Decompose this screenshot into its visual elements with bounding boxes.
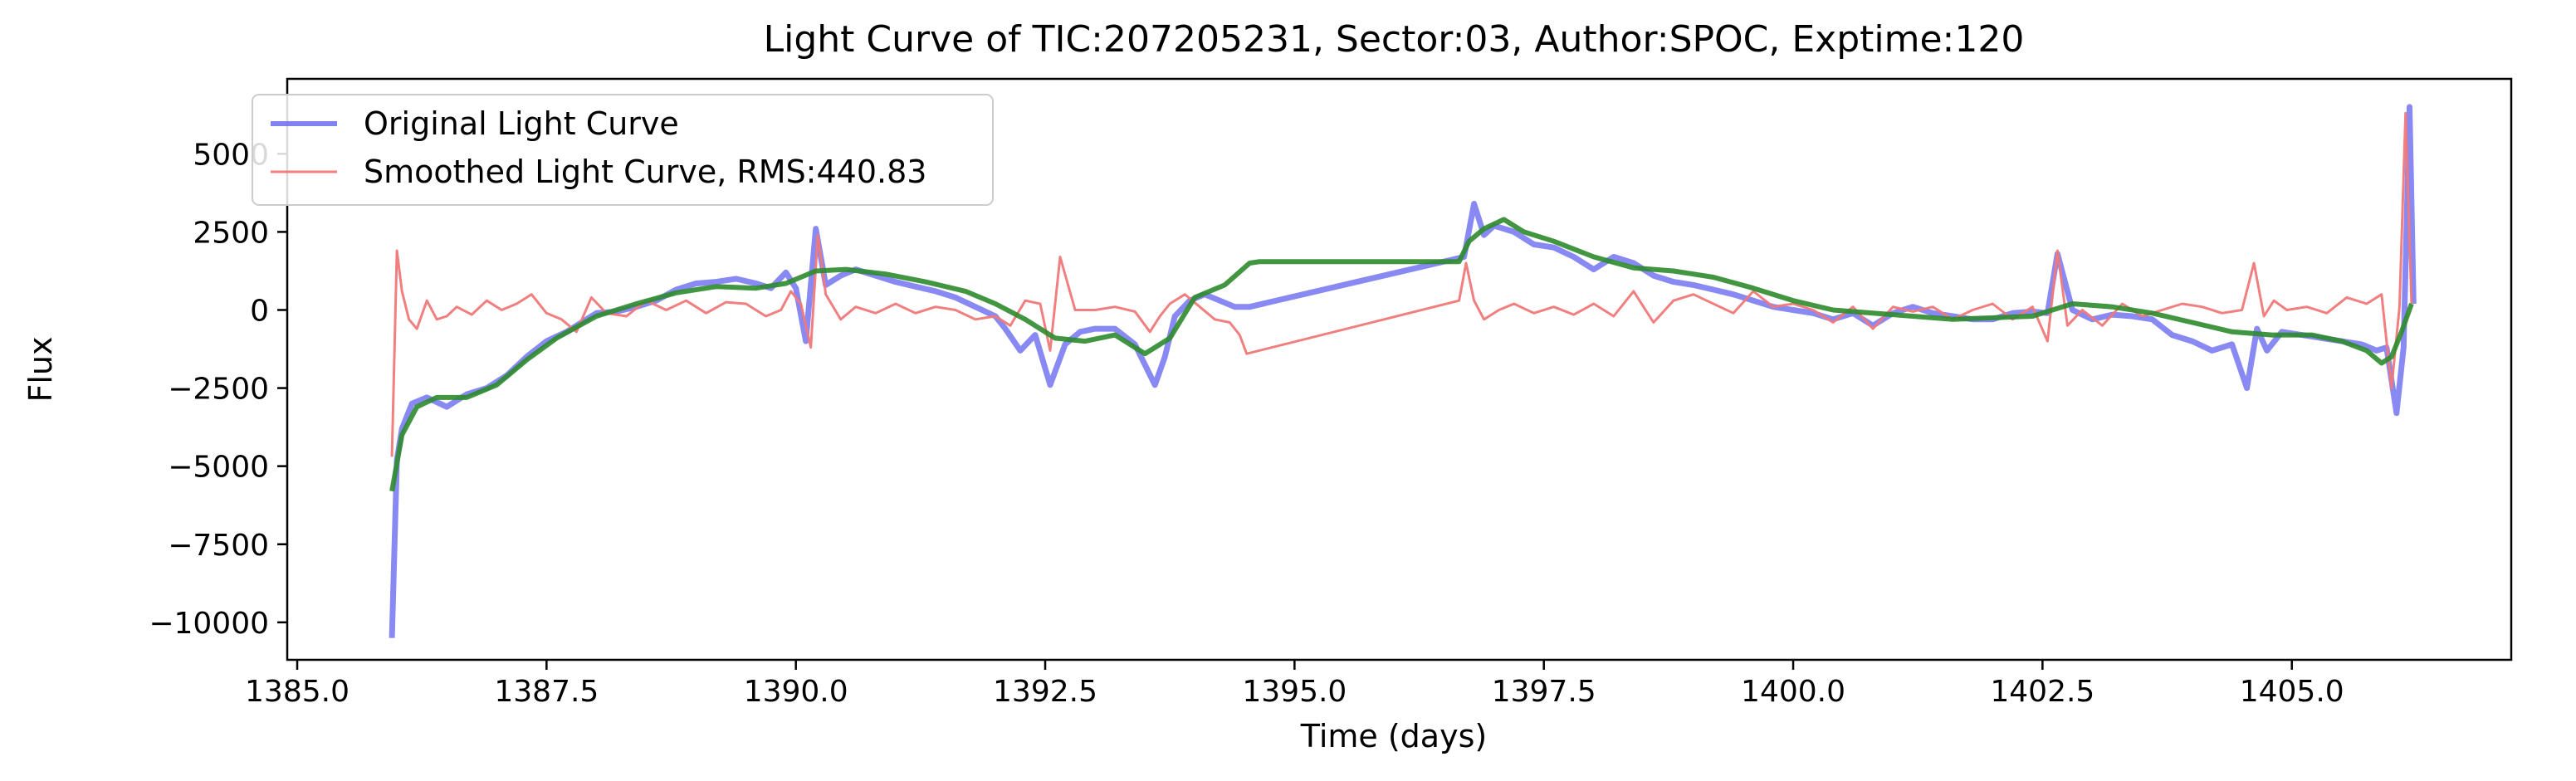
x-tick-label: 1390.0 (744, 675, 848, 709)
x-tick-label: 1385.0 (245, 675, 349, 709)
legend-box (252, 94, 994, 206)
y-tick-label: −2500 (168, 373, 269, 407)
legend-label-smoothed: Smoothed Light Curve, RMS:440.83 (364, 154, 926, 190)
x-tick-label: 1402.5 (1990, 675, 2095, 709)
x-tick-label: 1405.0 (2240, 675, 2344, 709)
y-tick-label: −10000 (149, 607, 269, 641)
x-tick-label: 1392.5 (993, 675, 1097, 709)
legend-label-original: Original Light Curve (364, 105, 679, 142)
x-tick-label: 1395.0 (1242, 675, 1347, 709)
series-smoothed-line (390, 111, 2413, 457)
y-tick-label: 2500 (193, 216, 269, 250)
legend: Original Light Curve Smoothed Light Curv… (252, 94, 994, 206)
y-tick-label: −5000 (168, 451, 269, 485)
series-trend-line (389, 217, 2414, 492)
y-tick-label: 0 (250, 294, 269, 328)
y-axis-label: Flux (22, 337, 59, 403)
series-original-line (389, 104, 2417, 638)
y-tick-label: −7500 (168, 529, 269, 563)
x-axis-label: Time (days) (1300, 718, 1487, 754)
series-layer (389, 104, 2417, 638)
x-tick-label: 1387.5 (494, 675, 599, 709)
x-tick-label: 1397.5 (1492, 675, 1596, 709)
plot-frame (286, 77, 2513, 661)
x-tick-label: 1400.0 (1741, 675, 1845, 709)
plot-area: 1385.0 1387.5 1390.0 1392.5 1395.0 1397.5 1400… (149, 77, 2513, 709)
x-axis-ticks: 1385.0 1387.5 1390.0 1392.5 1395.0 1397.5 1400… (245, 660, 2344, 709)
chart-title: Light Curve of TIC:207205231, Sector:03,… (764, 18, 2025, 61)
